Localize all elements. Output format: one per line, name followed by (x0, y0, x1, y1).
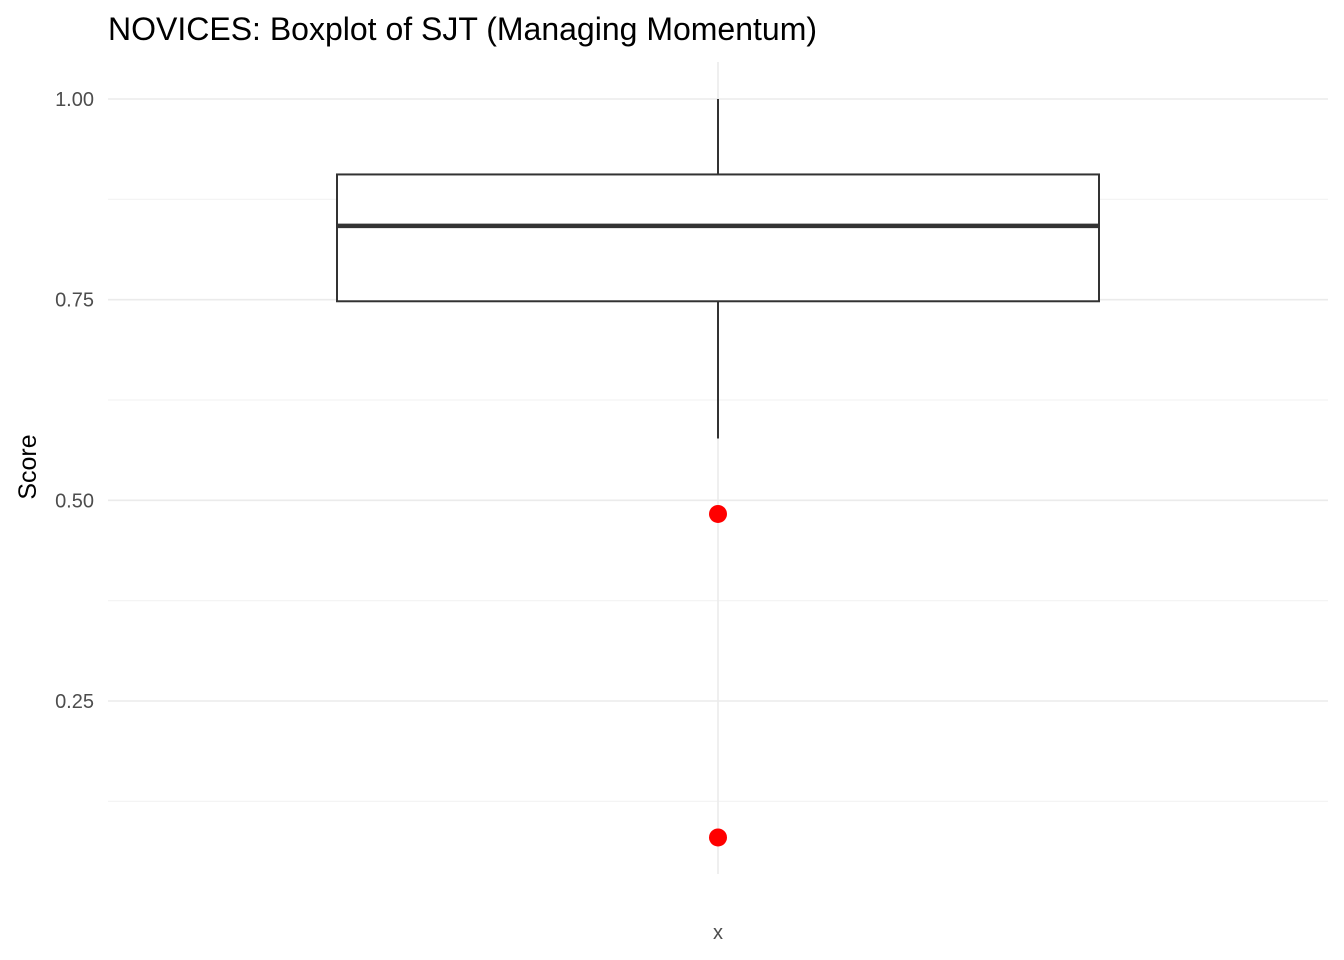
y-tick-label: 1.00 (55, 89, 94, 111)
y-tick-label: 0.25 (55, 691, 94, 713)
boxplot (336, 99, 1100, 439)
outlier-point (709, 828, 727, 847)
interquartile-box (336, 173, 1100, 303)
y-axis-ticks: 0.25 0.50 0.75 1.00 (55, 89, 94, 713)
outliers (709, 504, 727, 847)
y-axis-title: Score (14, 434, 42, 499)
outlier-point (709, 504, 727, 523)
y-tick-label: 0.75 (55, 290, 94, 312)
y-tick-label: 0.50 (55, 490, 94, 512)
x-tick-label: x (713, 922, 723, 944)
chart-title: NOVICES: Boxplot of SJT (Managing Moment… (108, 11, 817, 47)
